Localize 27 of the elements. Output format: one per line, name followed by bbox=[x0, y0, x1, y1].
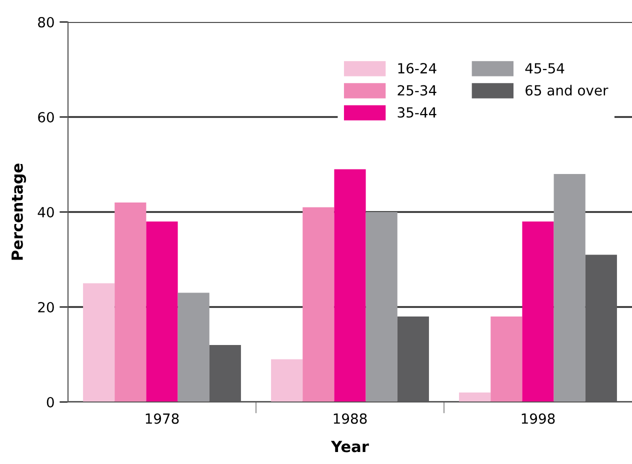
bar bbox=[114, 202, 146, 402]
x-tick-label: 1978 bbox=[146, 413, 179, 424]
bar bbox=[146, 222, 178, 402]
y-tick-label: 80 bbox=[38, 16, 54, 28]
bar bbox=[83, 283, 115, 402]
bar bbox=[334, 169, 366, 402]
legend-label: 65 and over bbox=[526, 84, 608, 96]
bar bbox=[554, 174, 586, 402]
y-tick-label: 20 bbox=[38, 302, 54, 312]
bar bbox=[490, 316, 522, 402]
bar bbox=[302, 207, 334, 402]
bar bbox=[522, 222, 554, 402]
legend-label: 16-24 bbox=[398, 63, 436, 74]
bar bbox=[178, 292, 210, 402]
legend-label: 45-54 bbox=[525, 63, 564, 74]
y-tick-label: 40 bbox=[38, 206, 54, 218]
y-axis-title: Percentage bbox=[12, 164, 26, 260]
bar bbox=[271, 359, 303, 402]
y-tick-label: 0 bbox=[46, 396, 54, 408]
bar bbox=[459, 392, 491, 402]
legend-label: 35-44 bbox=[398, 107, 436, 118]
x-tick-label: 1998 bbox=[522, 413, 555, 424]
x-tick-label: 1988 bbox=[334, 413, 367, 424]
legend-label: 25-34 bbox=[398, 85, 436, 96]
x-axis-title: Year bbox=[330, 440, 369, 452]
y-tick-label: 60 bbox=[38, 112, 54, 122]
bar bbox=[366, 212, 398, 402]
